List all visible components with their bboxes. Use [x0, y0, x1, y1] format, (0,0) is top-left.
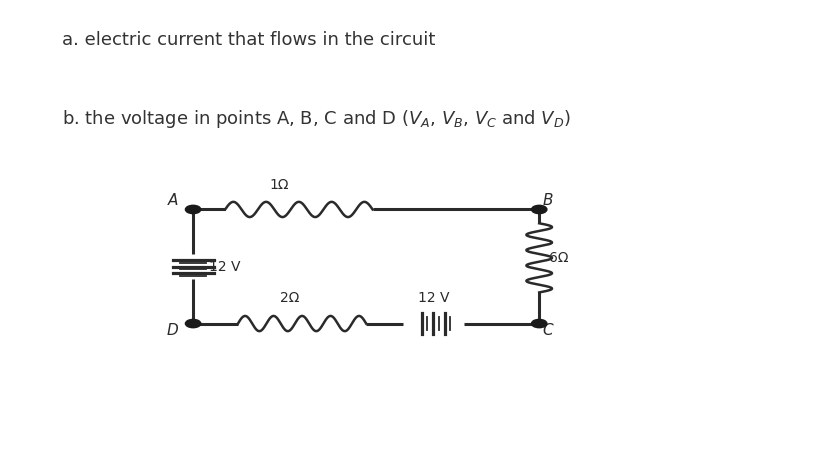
Circle shape [532, 319, 547, 328]
Text: C: C [543, 323, 552, 338]
Text: A: A [167, 194, 178, 208]
Text: B: B [543, 194, 552, 208]
Text: 2Ω: 2Ω [280, 291, 299, 304]
Text: 6Ω: 6Ω [549, 251, 568, 265]
Circle shape [185, 205, 201, 214]
Text: 12 V: 12 V [209, 260, 241, 273]
Text: 1Ω: 1Ω [270, 178, 289, 192]
Text: b. the voltage in points A, B, C and D ($V_A$, $V_B$, $V_C$ and $V_D$): b. the voltage in points A, B, C and D (… [62, 108, 571, 130]
Circle shape [185, 319, 201, 328]
Circle shape [532, 205, 547, 214]
Text: a. electric current that flows in the circuit: a. electric current that flows in the ci… [62, 31, 435, 49]
Text: 12 V: 12 V [418, 291, 449, 304]
Text: D: D [167, 323, 179, 338]
